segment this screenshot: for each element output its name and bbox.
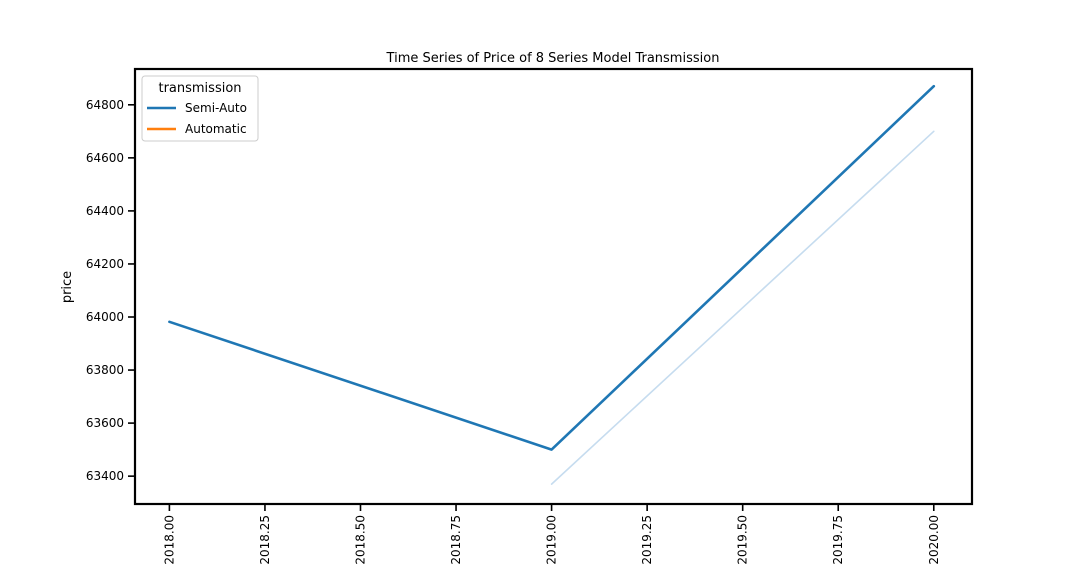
x-tick-label: 2019.75 <box>831 515 845 565</box>
y-tick-label: 63600 <box>86 416 124 430</box>
y-axis-label: price <box>60 271 75 303</box>
x-tick-label: 2020.00 <box>927 515 941 565</box>
x-tick-label: 2018.00 <box>162 515 176 565</box>
x-tick-label: 2018.50 <box>353 515 367 565</box>
y-tick-label: 64600 <box>86 151 124 165</box>
x-tick-label: 2019.25 <box>640 515 654 565</box>
legend-box <box>141 75 259 142</box>
series-layer <box>168 84 936 485</box>
y-tick-label: 64800 <box>86 98 124 112</box>
x-tick-label: 2018.25 <box>258 515 272 565</box>
plot-frame <box>133 67 974 506</box>
y-tick-label: 64200 <box>86 257 124 271</box>
y-tick-label: 64000 <box>86 310 124 324</box>
legend: transmission Semi-Auto Automatic <box>141 75 259 142</box>
x-tick-label: 2019.50 <box>736 515 750 565</box>
x-tick-label: 2019.00 <box>545 515 559 565</box>
y-tick-label: 63800 <box>86 363 124 377</box>
legend-item-label: Semi-Auto <box>185 101 247 115</box>
legend-item-label: Automatic <box>185 122 247 136</box>
y-axis-ticks: 63400 63600 63800 64000 64200 64400 64600 64800 <box>86 98 135 483</box>
chart-title: Time Series of Price of 8 Series Model T… <box>386 51 720 66</box>
y-tick-label: 64400 <box>86 204 124 218</box>
series-line-secondary <box>550 130 935 485</box>
y-tick-label: 63400 <box>86 469 124 483</box>
x-tick-label: 2018.75 <box>449 515 463 565</box>
legend-title: transmission <box>158 81 241 96</box>
series-line-semi-auto <box>168 84 936 451</box>
x-axis-ticks: 2018.00 2018.25 2018.50 2018.75 2019.00 2019.… <box>162 504 941 565</box>
